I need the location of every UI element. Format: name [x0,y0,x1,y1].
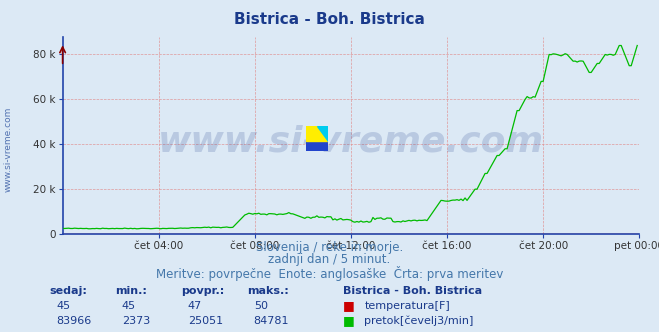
Text: 25051: 25051 [188,316,223,326]
Text: Slovenija / reke in morje.: Slovenija / reke in morje. [256,241,403,254]
Text: ■: ■ [343,299,355,312]
Text: 50: 50 [254,301,268,311]
Text: sedaj:: sedaj: [49,286,87,296]
Text: Meritve: povrpečne  Enote: anglosaške  Črta: prva meritev: Meritve: povrpečne Enote: anglosaške Črt… [156,266,503,281]
Text: 84781: 84781 [254,316,289,326]
Text: maks.:: maks.: [247,286,289,296]
Text: povpr.:: povpr.: [181,286,225,296]
Text: 47: 47 [188,301,202,311]
Text: www.si-vreme.com: www.si-vreme.com [158,124,544,158]
Text: temperatura[F]: temperatura[F] [364,301,450,311]
Text: 45: 45 [122,301,136,311]
Text: Bistrica - Boh. Bistrica: Bistrica - Boh. Bistrica [343,286,482,296]
Text: min.:: min.: [115,286,147,296]
Text: Bistrica - Boh. Bistrica: Bistrica - Boh. Bistrica [234,12,425,27]
Text: zadnji dan / 5 minut.: zadnji dan / 5 minut. [268,253,391,266]
Text: 2373: 2373 [122,316,150,326]
Text: 83966: 83966 [56,316,91,326]
Polygon shape [306,126,316,141]
Text: www.si-vreme.com: www.si-vreme.com [3,107,13,192]
Text: 45: 45 [56,301,70,311]
Polygon shape [306,126,328,141]
Text: pretok[čevelj3/min]: pretok[čevelj3/min] [364,315,474,326]
Text: ■: ■ [343,314,355,327]
Polygon shape [316,126,328,141]
